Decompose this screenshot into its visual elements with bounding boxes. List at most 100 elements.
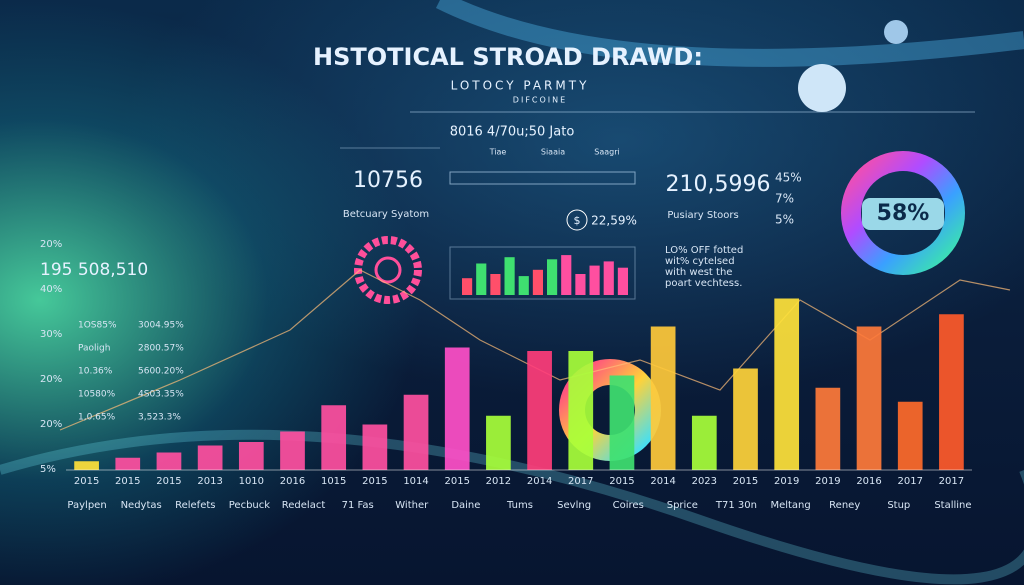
bar xyxy=(156,452,182,470)
donut-label: 58% xyxy=(877,201,930,226)
timeline xyxy=(449,171,636,185)
gauge xyxy=(354,236,422,304)
x-tick-label: 2015 xyxy=(609,476,634,487)
bar xyxy=(403,394,429,470)
side-label: 20% xyxy=(40,374,62,385)
x-tick-label: 2015 xyxy=(733,476,758,487)
mini-bar xyxy=(490,274,501,295)
bar xyxy=(856,326,882,470)
x-tick-label: 2014 xyxy=(650,476,675,487)
category-label: Nedytas xyxy=(121,500,162,511)
row-label: Paoligh xyxy=(78,344,110,354)
side-label: 20% xyxy=(40,239,62,250)
bar xyxy=(280,431,305,470)
mini-bar xyxy=(532,269,543,295)
gauge xyxy=(374,256,402,284)
x-tick-label: 2012 xyxy=(486,476,511,487)
bar xyxy=(650,326,676,470)
x-tick-label: 2017 xyxy=(568,476,593,487)
row-label: 4S03.35% xyxy=(138,390,184,400)
category-label: Meltang xyxy=(770,500,810,511)
donut-badge xyxy=(862,198,944,230)
mini-bar xyxy=(518,276,529,295)
bar xyxy=(238,442,264,470)
stat: 10756 xyxy=(353,168,423,193)
label: Tiae xyxy=(489,148,507,157)
note: poart vechtess. xyxy=(665,278,742,289)
x-tick-label: 2013 xyxy=(197,476,222,487)
category-label: Stup xyxy=(887,500,910,511)
row-label: 1,0.65% xyxy=(78,413,116,423)
bar xyxy=(486,415,511,470)
bar xyxy=(74,461,99,470)
bar xyxy=(939,314,964,470)
bar xyxy=(115,457,141,470)
category-label: T71 30n xyxy=(715,500,757,511)
x-tick-label: 1014 xyxy=(403,476,428,487)
category-label: Tums xyxy=(506,500,533,511)
legend-item: 5% xyxy=(775,213,794,227)
x-tick-label: 2019 xyxy=(815,476,840,487)
mini-bar xyxy=(504,257,515,295)
category-label: Daine xyxy=(451,500,480,511)
stat: 195 508,510 xyxy=(40,260,148,280)
bar xyxy=(197,445,223,470)
side-label: 5% xyxy=(40,464,56,475)
label: Saagri xyxy=(594,148,619,157)
mini-bar xyxy=(589,265,600,295)
mini-frame xyxy=(449,246,636,300)
x-tick-label: 2017 xyxy=(898,476,923,487)
donut xyxy=(841,151,965,275)
stat-label: Betcuary Syatom xyxy=(343,209,429,220)
category-label: Sevlng xyxy=(557,500,591,511)
side-label: 40% xyxy=(40,284,62,295)
x-tick-label: 1015 xyxy=(321,476,346,487)
bar xyxy=(897,401,923,470)
mini-bar xyxy=(547,259,558,295)
bar xyxy=(815,387,841,470)
bar xyxy=(733,368,758,470)
x-tick-label: 2023 xyxy=(692,476,717,487)
mini-bar xyxy=(603,261,614,295)
bar xyxy=(774,298,800,470)
x-tick-label: 2014 xyxy=(527,476,552,487)
icon-label: $ xyxy=(574,214,581,227)
category-label: 71 Fas xyxy=(342,500,374,511)
category-label: Paylpen xyxy=(67,500,106,511)
x-tick-label: 2016 xyxy=(280,476,305,487)
stat-label: Pusiary Stoors xyxy=(667,210,738,221)
icon xyxy=(566,209,588,231)
x-tick-label: 2015 xyxy=(362,476,387,487)
bar xyxy=(444,347,470,470)
panel-heading: 8016 4/70u;50 Jato xyxy=(450,125,575,140)
x-tick-label: 2019 xyxy=(774,476,799,487)
x-tick-label: 2015 xyxy=(115,476,140,487)
bar xyxy=(609,375,635,470)
category-label: Wither xyxy=(395,500,429,511)
note: with west the xyxy=(665,267,732,278)
x-tick-label: 2015 xyxy=(445,476,470,487)
legend-item: 45% xyxy=(775,171,802,185)
row-label: 2800.57% xyxy=(138,344,184,354)
caption: DIFCOINE xyxy=(513,96,567,105)
glow-arc xyxy=(435,0,1024,67)
mini-bar xyxy=(462,278,473,295)
x-tick-label: 2015 xyxy=(74,476,99,487)
category-label: Stalline xyxy=(934,500,971,511)
glow-wave xyxy=(0,429,1024,585)
side-label: 20% xyxy=(40,419,62,430)
category-label: Pecbuck xyxy=(229,500,271,511)
note: wit% cytelsed xyxy=(665,256,735,267)
title: HSTOTICAL STROAD DRAWD: xyxy=(313,43,703,71)
row-label: 3004.95% xyxy=(138,321,184,331)
ball xyxy=(884,20,908,44)
mini-bar xyxy=(575,274,586,295)
bar-chart: 2015 2015 2015 2013 1010 2016 1015 2015 1014 2015… xyxy=(66,298,972,487)
category-label: Sprice xyxy=(667,500,698,511)
subtitle: LOTOCY PARMTY xyxy=(451,79,590,93)
note: LO% OFF fotted xyxy=(665,245,743,256)
stat: 22,59% xyxy=(591,214,637,228)
bar xyxy=(568,351,594,470)
